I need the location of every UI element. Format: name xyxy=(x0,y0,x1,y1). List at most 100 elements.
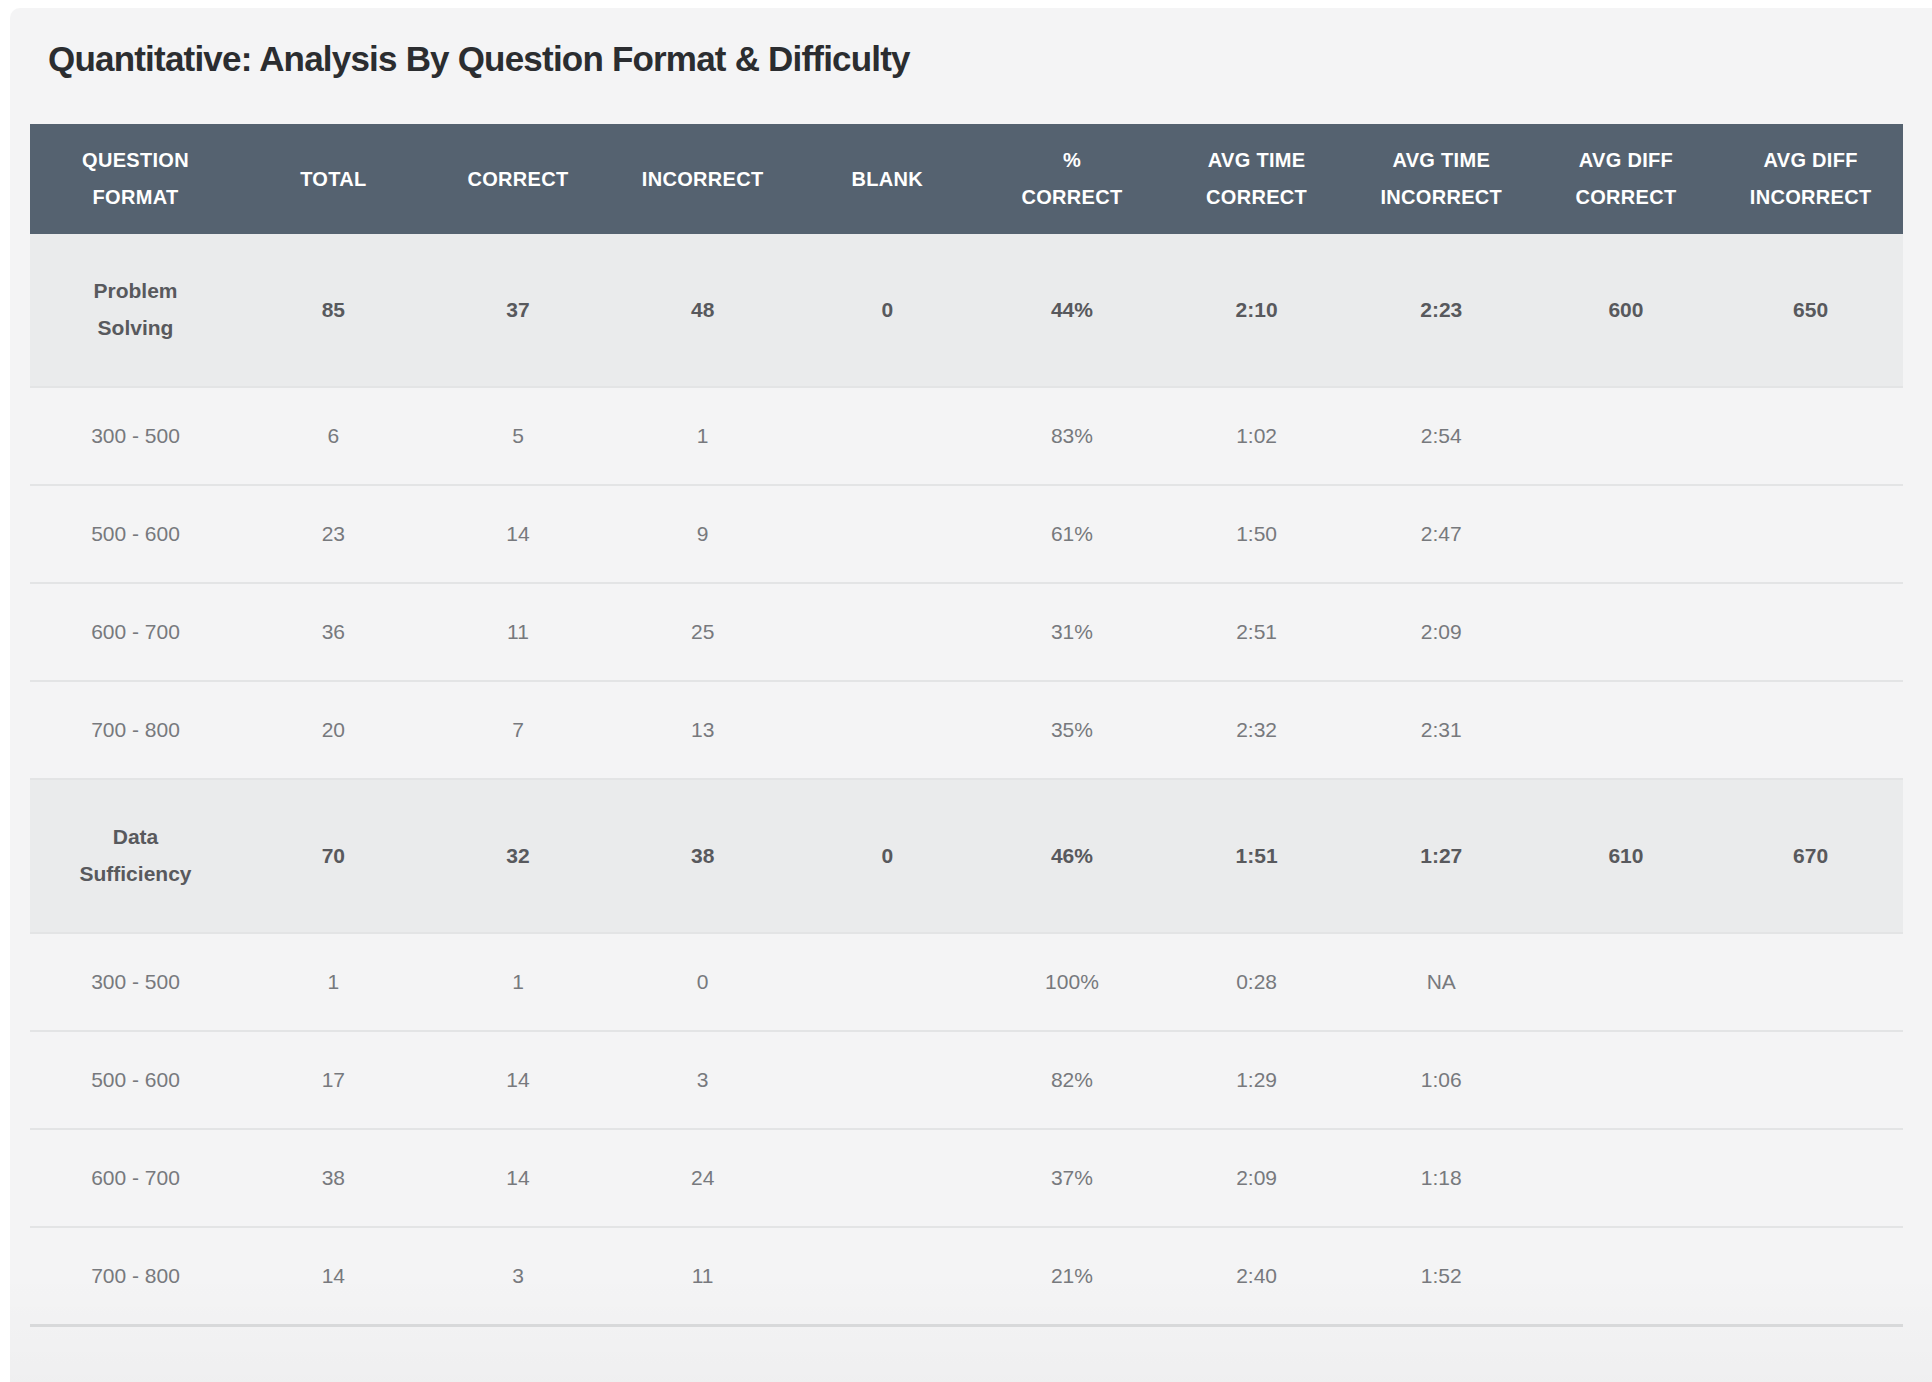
cell: 1:06 xyxy=(1349,1031,1534,1129)
cell: 7 xyxy=(426,681,611,779)
cell: 2:51 xyxy=(1164,583,1349,681)
cell: 610 xyxy=(1534,779,1719,933)
cell: 2:10 xyxy=(1164,234,1349,387)
cell: 100% xyxy=(980,933,1165,1031)
table-header-row: QUESTION FORMATTOTALCORRECTINCORRECTBLAN… xyxy=(30,124,1903,234)
row-label: 700 - 800 xyxy=(30,681,241,779)
cell: 24 xyxy=(610,1129,795,1227)
cell: 3 xyxy=(610,1031,795,1129)
table-row: 300 - 50065183%1:022:54 xyxy=(30,387,1903,485)
cell: 650 xyxy=(1718,234,1903,387)
cell: 11 xyxy=(426,583,611,681)
cell xyxy=(795,1227,980,1326)
cell: 14 xyxy=(241,1227,426,1326)
table-row: 500 - 6002314961%1:502:47 xyxy=(30,485,1903,583)
cell: 0 xyxy=(610,933,795,1031)
row-label: 700 - 800 xyxy=(30,1227,241,1326)
row-label: 500 - 600 xyxy=(30,1031,241,1129)
cell: 25 xyxy=(610,583,795,681)
cell: NA xyxy=(1349,933,1534,1031)
cell xyxy=(1718,387,1903,485)
row-label: 300 - 500 xyxy=(30,387,241,485)
page-title: Quantitative: Analysis By Question Forma… xyxy=(10,8,1932,80)
cell: 20 xyxy=(241,681,426,779)
cell: 2:32 xyxy=(1164,681,1349,779)
cell: 1:51 xyxy=(1164,779,1349,933)
cell: 82% xyxy=(980,1031,1165,1129)
cell: 1:50 xyxy=(1164,485,1349,583)
cell xyxy=(1718,583,1903,681)
cell: 3 xyxy=(426,1227,611,1326)
cell xyxy=(795,485,980,583)
cell xyxy=(1534,933,1719,1031)
column-header: AVG DIFF CORRECT xyxy=(1534,124,1719,234)
cell: 0 xyxy=(795,779,980,933)
cell: 17 xyxy=(241,1031,426,1129)
cell xyxy=(1534,1031,1719,1129)
cell xyxy=(1534,1227,1719,1326)
cell xyxy=(1534,681,1719,779)
table-row: 700 - 8002071335%2:322:31 xyxy=(30,681,1903,779)
row-label: Problem Solving xyxy=(30,234,241,387)
cell: 2:47 xyxy=(1349,485,1534,583)
column-header: % CORRECT xyxy=(980,124,1165,234)
cell: 5 xyxy=(426,387,611,485)
table-row: 500 - 6001714382%1:291:06 xyxy=(30,1031,1903,1129)
cell: 85 xyxy=(241,234,426,387)
column-header: QUESTION FORMAT xyxy=(30,124,241,234)
cell xyxy=(1718,933,1903,1031)
cell: 6 xyxy=(241,387,426,485)
cell: 1:18 xyxy=(1349,1129,1534,1227)
cell: 21% xyxy=(980,1227,1165,1326)
column-header: AVG TIME INCORRECT xyxy=(1349,124,1534,234)
cell: 2:09 xyxy=(1164,1129,1349,1227)
cell: 37 xyxy=(426,234,611,387)
cell: 1 xyxy=(241,933,426,1031)
column-header: AVG DIFF INCORRECT xyxy=(1718,124,1903,234)
cell: 48 xyxy=(610,234,795,387)
cell: 2:23 xyxy=(1349,234,1534,387)
cell: 600 xyxy=(1534,234,1719,387)
cell: 0:28 xyxy=(1164,933,1349,1031)
table-row-group: Problem Solving853748044%2:102:23600650 xyxy=(30,234,1903,387)
cell xyxy=(1534,485,1719,583)
cell: 61% xyxy=(980,485,1165,583)
cell xyxy=(1718,1227,1903,1326)
column-header: INCORRECT xyxy=(610,124,795,234)
row-label: 600 - 700 xyxy=(30,1129,241,1227)
cell: 2:54 xyxy=(1349,387,1534,485)
cell: 0 xyxy=(795,234,980,387)
cell: 670 xyxy=(1718,779,1903,933)
cell: 1:29 xyxy=(1164,1031,1349,1129)
table-row-group: Data Sufficiency703238046%1:511:27610670 xyxy=(30,779,1903,933)
row-label: 300 - 500 xyxy=(30,933,241,1031)
row-label: 500 - 600 xyxy=(30,485,241,583)
cell xyxy=(1534,583,1719,681)
cell xyxy=(1718,1129,1903,1227)
cell: 36 xyxy=(241,583,426,681)
column-header: TOTAL xyxy=(241,124,426,234)
table-row: 300 - 500110100%0:28NA xyxy=(30,933,1903,1031)
cell: 38 xyxy=(610,779,795,933)
cell xyxy=(795,933,980,1031)
cell xyxy=(795,387,980,485)
cell: 1 xyxy=(610,387,795,485)
cell: 13 xyxy=(610,681,795,779)
cell: 2:40 xyxy=(1164,1227,1349,1326)
cell xyxy=(1718,1031,1903,1129)
cell: 35% xyxy=(980,681,1165,779)
cell: 31% xyxy=(980,583,1165,681)
cell xyxy=(795,1129,980,1227)
analysis-table: QUESTION FORMATTOTALCORRECTINCORRECTBLAN… xyxy=(30,124,1903,1327)
table-row: 700 - 8001431121%2:401:52 xyxy=(30,1227,1903,1326)
cell xyxy=(795,583,980,681)
cell: 1 xyxy=(426,933,611,1031)
cell xyxy=(795,681,980,779)
column-header: CORRECT xyxy=(426,124,611,234)
cell: 44% xyxy=(980,234,1165,387)
cell: 38 xyxy=(241,1129,426,1227)
cell: 9 xyxy=(610,485,795,583)
column-header: BLANK xyxy=(795,124,980,234)
cell: 37% xyxy=(980,1129,1165,1227)
cell xyxy=(1718,681,1903,779)
